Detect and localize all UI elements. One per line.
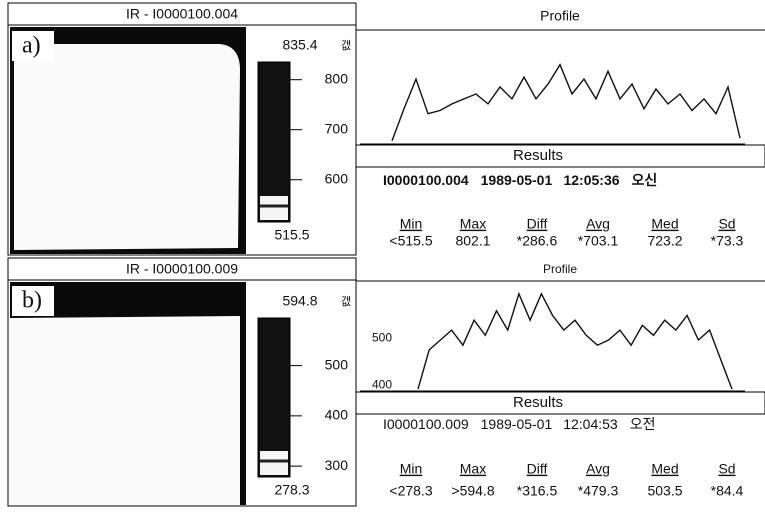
stat-header: Med <box>651 461 678 477</box>
profile-title: Profile <box>543 262 577 276</box>
scale-tick-label: 600 <box>325 170 349 186</box>
results-info: I0000100.004 1989-05-01 12:05:36 오신 <box>383 172 657 188</box>
stat-header: Max <box>460 216 486 232</box>
panel-label: a) <box>22 33 41 59</box>
stat-header: Diff <box>527 216 548 232</box>
stat-header: Avg <box>586 461 610 477</box>
stat-value: *479.3 <box>578 483 619 499</box>
stat-value: 723.2 <box>647 233 682 249</box>
scale-max: 835.4 <box>282 37 317 53</box>
stat-header: Sd <box>718 461 735 477</box>
color-scale <box>257 317 291 478</box>
info-time: 12:05:36 <box>563 172 619 188</box>
results-box <box>355 144 765 168</box>
stat-value: *286.6 <box>517 233 558 249</box>
stat-value: *703.1 <box>578 233 619 249</box>
info-time: 12:04:53 <box>563 416 618 432</box>
label-box <box>12 286 54 316</box>
stat-header: Avg <box>586 216 610 232</box>
stat-header: Sd <box>718 216 735 232</box>
panel-label: b) <box>22 288 42 314</box>
info-suffix: 오신 <box>632 172 658 188</box>
color-scale-low <box>260 196 288 220</box>
stat-value: 503.5 <box>647 483 682 499</box>
stat-value: >594.8 <box>451 483 494 499</box>
thermal-region <box>10 316 240 505</box>
stat-value: <278.3 <box>389 483 432 499</box>
color-scale-low <box>260 451 288 475</box>
stat-value: 802.1 <box>455 233 490 249</box>
ir-title: IR - I0000100.009 <box>126 261 238 277</box>
profile-tick-label: 400 <box>372 377 392 391</box>
results-title: Results <box>513 147 563 164</box>
info-id: I0000100.009 <box>383 416 469 432</box>
results-box <box>355 391 765 415</box>
color-scale <box>257 61 291 223</box>
stat-header: Max <box>460 461 486 477</box>
profile-line <box>391 63 741 142</box>
scale-tick-label: 500 <box>325 356 349 372</box>
stat-value: *84.4 <box>711 483 744 499</box>
scale-min: 278.3 <box>274 482 309 498</box>
stat-value: *316.5 <box>517 483 558 499</box>
info-date: 1989-05-01 <box>481 172 553 188</box>
scale-unit: 갮 <box>341 39 351 52</box>
profile-title: Profile <box>540 8 580 24</box>
info-suffix: 오전 <box>630 416 656 432</box>
thermal-region <box>14 44 240 250</box>
scale-tick-label: 700 <box>325 120 349 136</box>
label-box <box>12 31 54 61</box>
stat-header: Med <box>651 216 678 232</box>
scale-tick-label: 300 <box>325 457 349 473</box>
stat-header: Diff <box>527 461 548 477</box>
info-id: I0000100.004 <box>383 172 469 188</box>
stat-value: *73.3 <box>711 233 744 249</box>
stat-header: Min <box>400 216 423 232</box>
ir-panel <box>7 2 357 256</box>
info-date: 1989-05-01 <box>481 416 553 432</box>
profile-tick-label: 500 <box>372 330 392 344</box>
scale-min: 515.5 <box>274 227 309 243</box>
scale-max: 594.8 <box>282 293 317 309</box>
scale-unit: 갮 <box>341 295 351 308</box>
stat-header: Min <box>400 461 423 477</box>
results-title: Results <box>513 394 563 411</box>
profile-line <box>417 291 733 390</box>
stat-value: <515.5 <box>389 233 432 249</box>
scale-tick-label: 800 <box>325 70 349 86</box>
ir-title: IR - I0000100.004 <box>126 6 238 22</box>
scale-tick-label: 400 <box>325 407 349 423</box>
results-info: I0000100.009 1989-05-01 12:04:53 오전 <box>383 416 655 432</box>
ir-panel <box>7 257 357 507</box>
